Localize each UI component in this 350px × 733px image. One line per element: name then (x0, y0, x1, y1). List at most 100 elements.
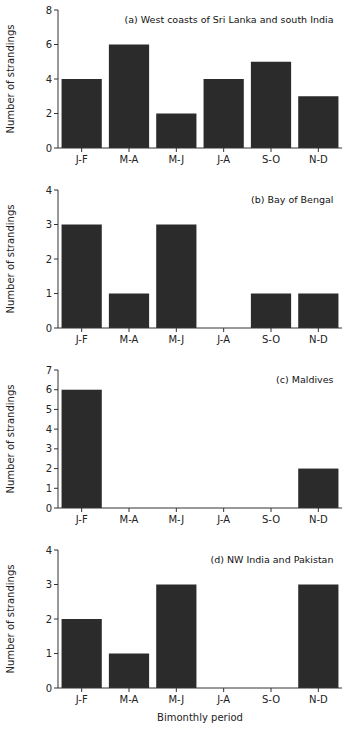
x-tick-label: N-D (309, 694, 328, 705)
bar (251, 62, 291, 148)
x-tick-label: J-A (216, 694, 230, 705)
y-tick-label: 4 (46, 74, 52, 85)
x-tick-label: N-D (309, 154, 328, 165)
x-tick (129, 328, 130, 332)
y-tick-label: 2 (46, 463, 52, 474)
y-tick (54, 468, 58, 469)
x-tick-label: M-A (120, 694, 139, 705)
y-tick-label: 6 (46, 384, 52, 395)
y-tick-label: 0 (46, 503, 52, 514)
x-tick (176, 688, 177, 692)
bar (62, 619, 102, 688)
y-tick-label: 1 (46, 648, 52, 659)
x-axis (58, 508, 342, 509)
y-tick-label: 7 (46, 365, 52, 376)
x-tick-label: J-A (216, 514, 230, 525)
x-tick (129, 508, 130, 512)
x-tick (271, 328, 272, 332)
x-tick-label: J-A (216, 154, 230, 165)
bar (109, 294, 149, 329)
x-tick (81, 688, 82, 692)
bar (156, 114, 196, 149)
x-tick-label: M-J (168, 514, 184, 525)
y-label: Number of strandings (5, 25, 16, 134)
bars (62, 390, 339, 508)
panel: 01234J-FM-AM-JJ-AS-ON-DNumber of strandi… (5, 545, 342, 724)
y-tick (54, 488, 58, 489)
x-tick (223, 148, 224, 152)
y-tick (54, 429, 58, 430)
y-tick (54, 508, 58, 509)
y-tick (54, 409, 58, 410)
y-label: Number of strandings (5, 205, 16, 314)
x-tick-label: M-J (168, 334, 184, 345)
x-tick-label: S-O (262, 694, 280, 705)
x-tick (318, 328, 319, 332)
bar (62, 390, 102, 508)
x-axis (58, 148, 342, 149)
x-tick-label: N-D (309, 334, 328, 345)
bar (298, 294, 338, 329)
y-tick-label: 3 (46, 579, 52, 590)
y-tick (54, 259, 58, 260)
x-tick (318, 508, 319, 512)
y-tick-label: 4 (46, 424, 52, 435)
x-tick-label: J-F (75, 514, 88, 525)
y-tick-label: 3 (46, 219, 52, 230)
bar (298, 96, 338, 148)
y-tick-label: 8 (46, 5, 52, 16)
x-tick (176, 328, 177, 332)
x-tick-label: J-F (75, 334, 88, 345)
y-tick (54, 293, 58, 294)
y-tick-label: 1 (46, 288, 52, 299)
figure: 0 2 4 6 8 J-F M-A M-J J-A S-O N-D Number of strandi… (0, 0, 350, 733)
x-tick (129, 688, 130, 692)
y-tick-label: 5 (46, 404, 52, 415)
y-axis (58, 370, 59, 508)
y-tick (54, 44, 58, 45)
y-tick-label: 4 (46, 185, 52, 196)
x-tick (176, 148, 177, 152)
x-tick (81, 508, 82, 512)
bars (62, 45, 339, 149)
y-tick (54, 653, 58, 654)
bar (62, 225, 102, 329)
x-tick (223, 328, 224, 332)
y-tick (54, 10, 58, 11)
y-tick (54, 448, 58, 449)
y-tick-label: 0 (46, 323, 52, 334)
y-tick (54, 148, 58, 149)
x-tick-label: M-A (120, 154, 139, 165)
x-tick-label: S-O (262, 154, 280, 165)
y-tick (54, 550, 58, 551)
x-tick (176, 508, 177, 512)
y-tick-label: 0 (46, 683, 52, 694)
y-tick-label: 2 (46, 108, 52, 119)
y-tick (54, 619, 58, 620)
y-tick (54, 584, 58, 585)
panel: 01234567J-FM-AM-JJ-AS-ON-DNumber of stra… (5, 365, 342, 526)
x-tick-label: J-F (75, 694, 88, 705)
y-tick-label: 4 (46, 545, 52, 556)
bar (109, 654, 149, 689)
y-tick-label: 2 (46, 254, 52, 265)
y-label: Number of strandings (5, 385, 16, 494)
x-tick-label: S-O (262, 334, 280, 345)
x-tick-label: M-A (120, 334, 139, 345)
bars (62, 225, 339, 329)
x-label: Bimonthly period (157, 712, 243, 723)
bar (156, 585, 196, 689)
x-tick (223, 508, 224, 512)
y-tick (54, 370, 58, 371)
x-tick (271, 148, 272, 152)
panel-title: (b) Bay of Bengal (251, 194, 334, 205)
bar (298, 469, 338, 508)
x-axis (58, 688, 342, 689)
x-tick-label: J-F (75, 154, 88, 165)
y-tick (54, 224, 58, 225)
bar (298, 585, 338, 689)
x-tick (271, 508, 272, 512)
x-tick (223, 688, 224, 692)
bars (62, 585, 339, 689)
x-tick-label: M-J (168, 694, 184, 705)
